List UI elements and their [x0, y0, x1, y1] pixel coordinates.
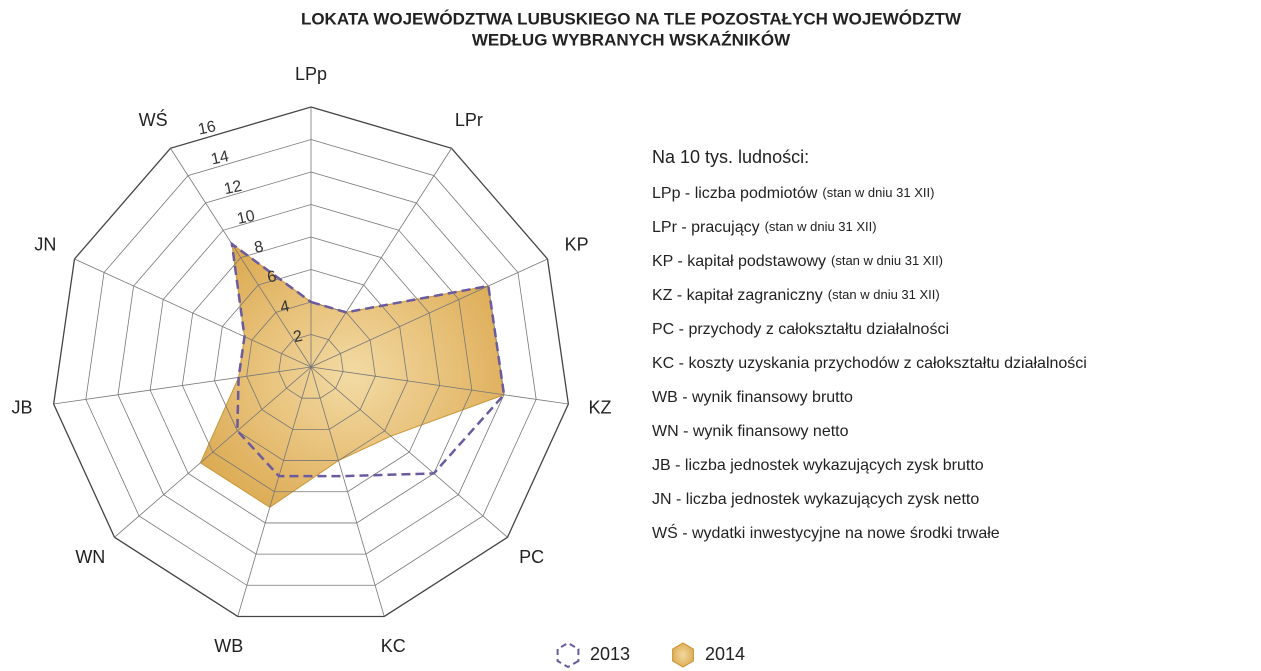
spoke [74, 258, 312, 368]
category-label: WN [75, 547, 105, 567]
note: LPr - pracujący (stan w dniu 31 XII) [652, 219, 877, 236]
note-text: KZ - kapitał zagraniczny [652, 287, 823, 304]
category-label: KC [381, 636, 406, 656]
note: WN - wynik finansowy netto [652, 423, 849, 440]
series-area [230, 241, 506, 478]
note-text: WN - wynik finansowy netto [652, 423, 849, 440]
tick-label: 4 [279, 298, 291, 317]
note-text: JN - liczba jednostek wykazujących zysk … [652, 491, 979, 508]
note-text: KP - kapitał podstawowy [652, 253, 826, 270]
tick-label: 14 [210, 148, 231, 168]
legend-label: 2013 [590, 644, 630, 664]
grid-ring [278, 334, 344, 399]
grid-ring [52, 106, 570, 618]
series-area [199, 242, 505, 508]
spoke [114, 366, 312, 538]
note-text: LPr - pracujący [652, 219, 760, 236]
category-label: LPp [295, 64, 327, 84]
note-detail: (stan w dniu 31 XII) [765, 219, 877, 234]
note-text: JB - liczba jednostek wykazujących zysk … [652, 457, 984, 474]
note: JN - liczba jednostek wykazujących zysk … [652, 491, 979, 508]
category-label: JN [34, 234, 56, 254]
note: WB - wynik finansowy brutto [652, 389, 853, 406]
tick-label: 12 [223, 178, 244, 198]
spoke [310, 366, 385, 617]
note: LPp - liczba podmiotów (stan w dniu 31 XI… [652, 185, 934, 202]
chart-title: LOKATA WOJEWÓDZTWA LUBUSKIEGO NA TLE POZ… [301, 9, 962, 28]
category-label: KP [565, 234, 589, 254]
category-label: LPr [455, 110, 483, 130]
notes-heading: Na 10 tys. ludności: [652, 147, 809, 167]
grid-ring [246, 301, 376, 430]
category-label: PC [519, 547, 544, 567]
note: JB - liczba jednostek wykazujących zysk … [652, 457, 984, 474]
spoke [53, 366, 312, 405]
spoke [310, 258, 548, 368]
note-text: WB - wynik finansowy brutto [652, 389, 853, 406]
grid-ring [85, 139, 537, 586]
legend-swatch [556, 641, 580, 669]
note-text: KC - koszty uzyskania przychodów z całok… [652, 355, 1087, 372]
category-label: KZ [589, 397, 612, 417]
chart-title: WEDŁUG WYBRANYCH WSKAŹNIKÓW [472, 30, 791, 49]
category-label: WŚ [139, 109, 168, 130]
note: WŚ - wydatki inwestycyjne na nowe środki… [652, 523, 1000, 542]
note: PC - przychody z całokształtu działalnoś… [652, 321, 949, 338]
note: KC - koszty uzyskania przychodów z całok… [652, 355, 1087, 372]
grid-ring [149, 204, 473, 524]
grid-ring [181, 236, 441, 493]
spoke [310, 366, 569, 405]
spoke [310, 366, 508, 538]
spoke [170, 148, 312, 368]
note: KP - kapitał podstawowy (stan w dniu 31 X… [652, 253, 943, 270]
note-detail: (stan w dniu 31 XII) [822, 185, 934, 200]
tick-label: 2 [292, 328, 304, 347]
tick-label: 16 [197, 118, 218, 138]
note-text: LPp - liczba podmiotów [652, 185, 818, 202]
legend-label: 2014 [705, 644, 745, 664]
spoke [237, 366, 312, 617]
tick-label: 6 [266, 268, 278, 287]
note-detail: (stan w dniu 31 XII) [828, 287, 940, 302]
spoke [310, 148, 452, 368]
tick-label: 8 [253, 238, 265, 257]
note-text: PC - przychody z całokształtu działalnoś… [652, 321, 949, 338]
legend-swatch [672, 642, 694, 668]
category-label: JB [11, 397, 32, 417]
grid-ring [117, 171, 505, 555]
category-label: WB [214, 636, 243, 656]
note: KZ - kapitał zagraniczny (stan w dniu 31 … [652, 287, 940, 304]
grid-ring [214, 269, 408, 461]
tick-label: 10 [236, 208, 257, 228]
note-detail: (stan w dniu 31 XII) [831, 253, 943, 268]
note-text: WŚ - wydatki inwestycyjne na nowe środki… [652, 523, 1000, 542]
